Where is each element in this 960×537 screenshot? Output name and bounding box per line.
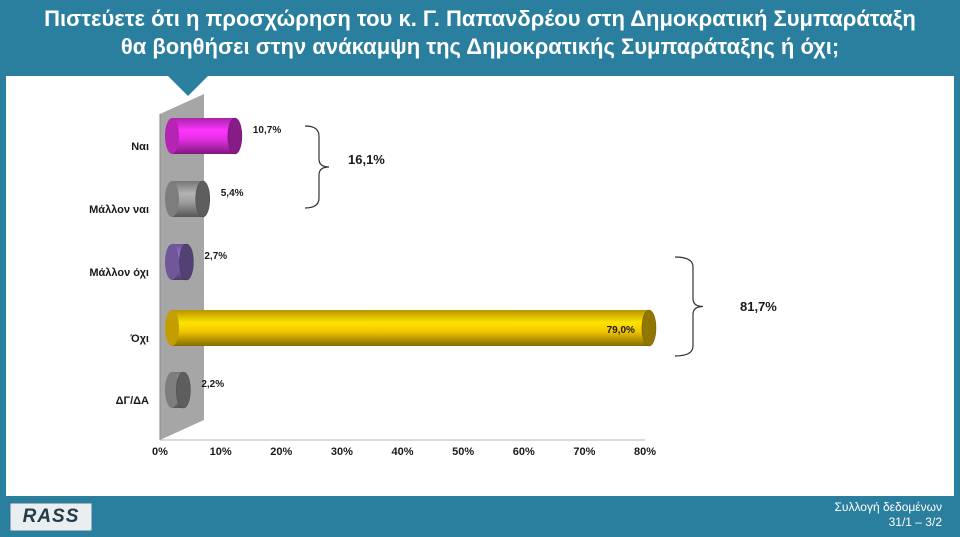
x-tick-label: 30% (331, 446, 353, 458)
group-brace (674, 256, 704, 357)
x-tick-label: 10% (210, 446, 232, 458)
category-label: Μάλλον ναι (89, 204, 149, 216)
group-total-label: 16,1% (348, 152, 385, 167)
bar-cap-left (165, 310, 179, 346)
bar-cap-left (165, 181, 179, 217)
x-tick-label: 80% (634, 446, 656, 458)
x-tick-label: 40% (391, 446, 413, 458)
bar-cap-left (165, 244, 179, 280)
x-tick-label: 20% (270, 446, 292, 458)
bar-cap-right (641, 309, 657, 347)
bar-cap-right (179, 243, 194, 281)
data-collection-label: Συλλογή δεδομένων (834, 500, 943, 514)
title-banner: Πιστεύετε ότι η προσχώρηση του κ. Γ. Παπ… (0, 0, 960, 76)
category-label: Μάλλον όχι (89, 267, 149, 279)
bar (172, 310, 649, 346)
x-tick-label: 50% (452, 446, 474, 458)
data-collection-info: Συλλογή δεδομένων 31/1 – 3/2 (835, 500, 943, 530)
data-label: 2,2% (201, 379, 224, 390)
footer-bar: RASS Συλλογή δεδομένων 31/1 – 3/2 (0, 496, 960, 537)
category-label: ΔΓ/ΔΑ (116, 395, 149, 407)
category-label: Ναι (131, 141, 149, 153)
rass-logo: RASS (10, 503, 92, 531)
data-label: 5,4% (221, 188, 244, 199)
category-label: Όχι (130, 333, 149, 345)
bar-cap-right (195, 180, 211, 218)
bar-cap-right (227, 117, 243, 155)
data-label: 2,7% (204, 251, 227, 262)
bar-cap-left (165, 118, 179, 154)
x-tick-label: 60% (513, 446, 535, 458)
group-brace (304, 125, 330, 209)
bar-cap-left (165, 372, 179, 408)
x-tick-label: 0% (152, 446, 168, 458)
data-collection-dates: 31/1 – 3/2 (888, 515, 942, 529)
group-total-label: 81,7% (740, 299, 777, 314)
data-label: 10,7% (253, 125, 281, 136)
title-line-1: Πιστεύετε ότι η προσχώρηση του κ. Γ. Παπ… (44, 6, 916, 31)
bar-cap-right (176, 371, 191, 409)
bar-chart: 0% 10% 20% 30% 40% 50% 60% 70% 80% Ναι 10,7% Μάλλον… (89, 94, 777, 458)
left-frame-bar (0, 0, 6, 537)
x-tick-label: 70% (573, 446, 595, 458)
right-frame-bar (954, 0, 960, 537)
data-label: 79,0% (607, 325, 635, 336)
bar (172, 118, 235, 154)
banner-pointer (168, 76, 208, 96)
title-line-2: θα βοηθήσει στην ανάκαμψη της Δημοκρατικ… (120, 34, 840, 59)
